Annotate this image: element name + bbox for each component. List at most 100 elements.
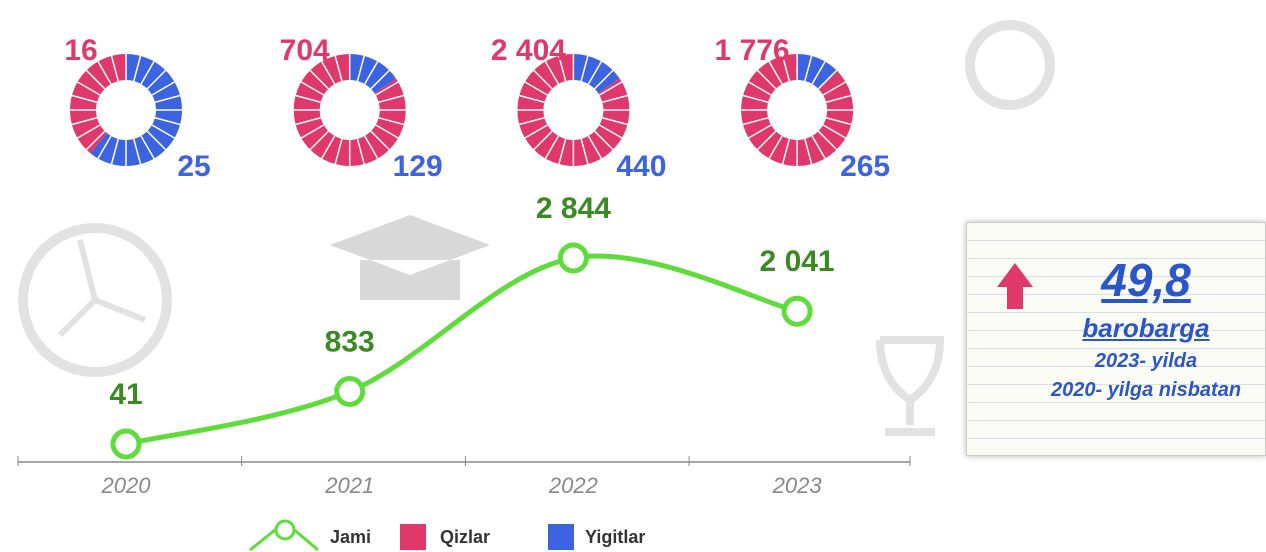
donut-divider (599, 124, 623, 139)
donut-divider (110, 55, 119, 82)
donut-divider (364, 135, 379, 159)
donut-divider (825, 94, 852, 103)
donut-divider (321, 61, 336, 85)
x-tick-label: 2023 (772, 473, 823, 498)
donut-divider (370, 69, 390, 90)
donut-divider (524, 124, 548, 139)
value-label: 2 041 (760, 245, 835, 278)
donut-divider (580, 55, 589, 82)
donut-divider (768, 61, 783, 85)
donut-divider (742, 117, 769, 126)
legend-label: Yigitlar (585, 527, 645, 547)
donut-divider (140, 61, 155, 85)
legend-label: Jami (330, 527, 371, 547)
value-label: 2 844 (536, 192, 611, 225)
donut-segment (349, 54, 396, 94)
value-label: 265 (840, 150, 890, 183)
value-label: 16 (64, 34, 97, 67)
donut-divider (519, 94, 545, 103)
donut-divider (594, 69, 614, 90)
donut-divider (77, 124, 101, 139)
donut-segment (90, 54, 182, 166)
donut-divider (768, 135, 783, 159)
donut-divider (146, 69, 167, 90)
donut-divider (756, 69, 777, 90)
donut-divider (356, 138, 365, 165)
donut-divider (300, 124, 325, 139)
decor-icons (18, 20, 1055, 436)
donut-divider (804, 55, 813, 82)
donut-divider (811, 135, 826, 159)
donut-divider (97, 135, 112, 159)
donut-divider (378, 117, 404, 126)
point (781, 295, 813, 327)
point (110, 428, 142, 460)
donut-divider (77, 81, 101, 96)
donut-divider (85, 130, 106, 151)
donut-divider (334, 138, 343, 165)
donut-divider (97, 61, 112, 85)
donut-divider (817, 130, 838, 151)
donut-divider (133, 55, 142, 82)
donut-divider (356, 55, 365, 82)
donut-divider (742, 94, 769, 103)
donut-divider (587, 61, 603, 85)
donut-divider (594, 130, 614, 151)
legend-swatch (274, 519, 296, 541)
note-line: 2023- yilda (1094, 350, 1198, 372)
legend-swatch (548, 524, 574, 550)
note-unit: barobarga (1082, 313, 1210, 343)
donut-divider (748, 81, 772, 96)
donut-divider (781, 55, 791, 82)
donut-divider (309, 69, 330, 90)
x-tick-label: 2021 (324, 473, 374, 498)
donut-divider (544, 135, 560, 159)
donut-segment (573, 54, 620, 94)
donut-divider (519, 117, 545, 126)
donut-divider (154, 117, 181, 126)
donut-segment (69, 54, 126, 154)
donut-divider (146, 130, 167, 151)
donut-divider (133, 138, 142, 165)
donut-divider (817, 69, 838, 90)
point (557, 242, 589, 274)
donut-divider (825, 117, 852, 126)
donut-segment (797, 54, 838, 90)
legend-label: Qizlar (440, 527, 490, 547)
note-value: 49,8 (1101, 254, 1191, 306)
note-card: 49,8 barobarga 2023- yilda 2020- yilga n… (966, 222, 1266, 456)
donut-divider (804, 138, 813, 165)
point (334, 375, 366, 407)
donut-divider (140, 135, 155, 159)
donut-divider (154, 94, 181, 103)
legend-swatch (400, 524, 426, 550)
donut-divider (295, 117, 321, 126)
donut-divider (533, 69, 553, 90)
donut-divider (309, 130, 330, 151)
donut-divider (587, 135, 603, 159)
donut-divider (558, 138, 567, 165)
donut-divider (599, 81, 623, 96)
donut-divider (811, 61, 826, 85)
x-tick-label: 2020 (101, 473, 152, 498)
donut-divider (151, 81, 175, 96)
donut-divider (544, 61, 560, 85)
donut-divider (321, 135, 336, 159)
donut-divider (822, 81, 846, 96)
donut-divider (375, 124, 399, 139)
donut-divider (533, 130, 553, 151)
donut-divider (375, 81, 399, 96)
value-label: 704 (280, 34, 330, 67)
value-label: 129 (393, 150, 443, 183)
donut-divider (748, 124, 772, 139)
donut-divider (110, 138, 119, 165)
donut-divider (370, 130, 390, 151)
note-line: 2020- yilga nisbatan (1050, 379, 1242, 401)
donut-divider (378, 94, 404, 103)
donut-divider (295, 94, 321, 103)
decor-cap (330, 215, 490, 300)
donut-divider (300, 81, 325, 96)
up-arrow (997, 263, 1033, 309)
